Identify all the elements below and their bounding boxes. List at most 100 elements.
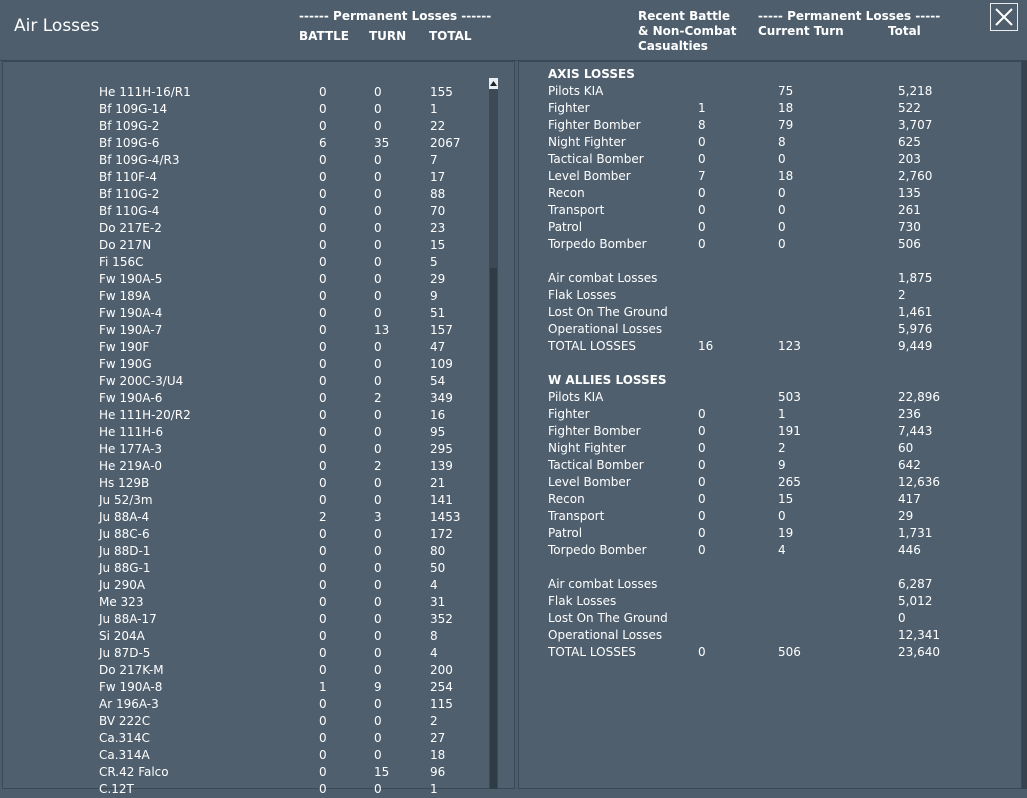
total-losses: 22,896: [898, 390, 940, 404]
turn-losses: 0: [374, 408, 382, 422]
total-losses: 115: [430, 697, 453, 711]
total-losses: 295: [430, 442, 453, 456]
turn-losses: 0: [374, 306, 382, 320]
battle-losses: 0: [319, 425, 327, 439]
battle-losses: 0: [319, 374, 327, 388]
aircraft-name: Bf 110G-4: [99, 204, 160, 218]
total-losses: 21: [430, 476, 446, 490]
aircraft-name: Ju 88G-1: [99, 561, 151, 575]
total-losses: 1,461: [898, 305, 933, 319]
total-losses: 625: [898, 135, 921, 149]
recent-casualties: 0: [698, 152, 706, 166]
aircraft-name: Ju 88C-6: [99, 527, 150, 541]
recent-casualties: 0: [698, 186, 706, 200]
turn-losses: 0: [374, 527, 382, 541]
battle-losses: 0: [319, 85, 327, 99]
loss-category: Tactical Bomber: [548, 152, 644, 166]
battle-losses: 0: [319, 663, 327, 677]
total-losses: 7,443: [898, 424, 933, 438]
aircraft-name: He 111H-6: [99, 425, 164, 439]
scroll-thumb[interactable]: [490, 268, 497, 789]
total-losses: 70: [430, 204, 446, 218]
battle-losses: 0: [319, 102, 327, 116]
total-losses: 141: [430, 493, 453, 507]
battle-losses: 0: [319, 170, 327, 184]
loss-category: Fighter Bomber: [548, 424, 641, 438]
aircraft-name: Bf 110F-4: [99, 170, 158, 184]
loss-category: Lost On The Ground: [548, 611, 668, 625]
total-losses: 50: [430, 561, 446, 575]
aircraft-name: Ju 87D-5: [99, 646, 151, 660]
total-losses: 1: [430, 102, 438, 116]
turn-losses: 0: [374, 629, 382, 643]
turn-losses: 0: [374, 119, 382, 133]
total-losses: 12,341: [898, 628, 940, 642]
current-turn-losses: 0: [778, 237, 786, 251]
total-losses: 2,760: [898, 169, 933, 183]
loss-category: Fighter: [548, 101, 590, 115]
total-losses: 12,636: [898, 475, 940, 489]
current-turn-losses: 506: [778, 645, 801, 659]
total-losses: 9,449: [898, 339, 933, 353]
left-group-header: ------ Permanent Losses ------: [299, 9, 492, 23]
total-losses: 139: [430, 459, 453, 473]
loss-category: Flak Losses: [548, 594, 617, 608]
battle-losses: 0: [319, 272, 327, 286]
close-button[interactable]: [990, 3, 1018, 31]
loss-category: Fighter: [548, 407, 590, 421]
total-losses: 8: [430, 629, 438, 643]
aircraft-name: He 219A-0: [99, 459, 163, 473]
column-header-current-turn: Current Turn: [758, 24, 844, 38]
current-turn-losses: 0: [778, 152, 786, 166]
total-losses: 15: [430, 238, 446, 252]
current-turn-losses: 18: [778, 101, 794, 115]
turn-losses: 0: [374, 204, 382, 218]
recent-casualties: 0: [698, 237, 706, 251]
aircraft-name: Do 217N: [99, 238, 152, 252]
total-losses: 4: [430, 646, 438, 660]
battle-losses: 0: [319, 765, 327, 779]
recent-casualties: 0: [698, 407, 706, 421]
total-losses: 730: [898, 220, 921, 234]
loss-category: Recon: [548, 186, 585, 200]
current-turn-losses: 0: [778, 186, 786, 200]
aircraft-name: Me 323: [99, 595, 144, 609]
aircraft-name: Ar 196A-3: [99, 697, 159, 711]
scroll-up-button[interactable]: [489, 78, 498, 89]
window-title: Air Losses: [14, 16, 100, 36]
battle-losses: 0: [319, 748, 327, 762]
aircraft-name: Fw 200C-3/U4: [99, 374, 184, 388]
recent-header-line3: Casualties: [638, 39, 708, 53]
total-losses: 1,875: [898, 271, 933, 285]
recent-casualties: 0: [698, 492, 706, 506]
total-losses: 349: [430, 391, 453, 405]
aircraft-name: Ju 290A: [99, 578, 146, 592]
battle-losses: 0: [319, 391, 327, 405]
current-turn-losses: 191: [778, 424, 801, 438]
turn-losses: 0: [374, 102, 382, 116]
loss-category: Flak Losses: [548, 288, 617, 302]
window-edge: [1022, 61, 1027, 789]
loss-category: Level Bomber: [548, 475, 631, 489]
total-losses: 2067: [430, 136, 461, 150]
aircraft-name: Fw 189A: [99, 289, 151, 303]
battle-losses: 0: [319, 612, 327, 626]
aircraft-name: Bf 109G-6: [99, 136, 160, 150]
turn-losses: 0: [374, 697, 382, 711]
column-header-battle: BATTLE: [299, 29, 349, 43]
aircraft-name: He 111H-16/R1: [99, 85, 191, 99]
turn-losses: 2: [374, 391, 382, 405]
aircraft-name: He 177A-3: [99, 442, 163, 456]
loss-category: Pilots KIA: [548, 390, 604, 404]
aircraft-list-scrollbar[interactable]: [489, 78, 498, 789]
turn-losses: 0: [374, 340, 382, 354]
current-turn-losses: 0: [778, 220, 786, 234]
current-turn-losses: 75: [778, 84, 794, 98]
loss-category: Transport: [548, 509, 605, 523]
turn-losses: 0: [374, 544, 382, 558]
recent-casualties: 7: [698, 169, 706, 183]
total-losses: 109: [430, 357, 453, 371]
total-losses: 2: [898, 288, 906, 302]
loss-category: Operational Losses: [548, 628, 663, 642]
battle-losses: 0: [319, 731, 327, 745]
